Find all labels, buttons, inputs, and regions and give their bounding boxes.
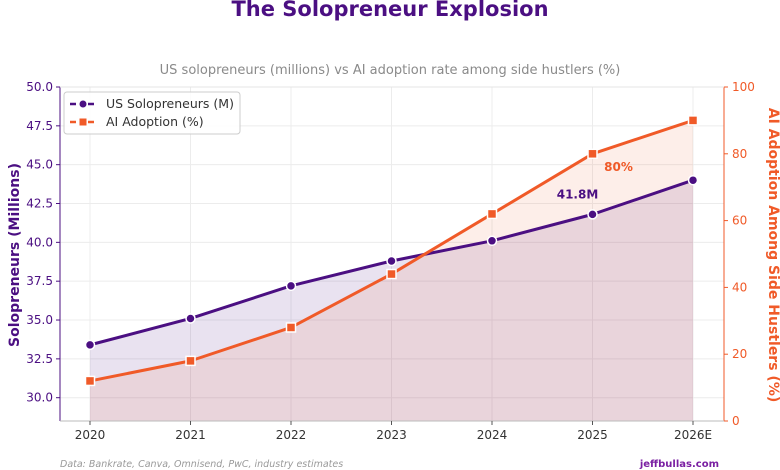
y-left-axis-title: Solopreneurs (Millions): [7, 163, 23, 347]
point-solopreneurs: [687, 174, 699, 186]
x-tick-label: 2021: [175, 428, 206, 442]
point-ai-adoption: [587, 148, 598, 160]
y-right-ticks: 0 20 40 60 80 100: [724, 80, 755, 428]
chart-subtitle: US solopreneurs (millions) vs AI adoptio…: [160, 63, 621, 78]
point-solopreneurs: [185, 313, 196, 324]
y-right-tick-label: 20: [732, 347, 747, 361]
area-fills: [90, 120, 693, 422]
area-fill-solopreneurs: [90, 180, 693, 421]
legend-label-ai-adoption: AI Adoption (%): [106, 114, 204, 129]
point-ai-adoption: [687, 115, 699, 126]
annotations: 41.8M 80%: [557, 160, 633, 202]
legend-label-solopreneurs: US Solopreneurs (M): [106, 96, 234, 111]
area-fill-ai-adoption: [90, 120, 693, 422]
point-ai-adoption: [386, 268, 397, 280]
point-solopreneurs: [486, 235, 498, 247]
x-tick-label: 2023: [376, 428, 407, 442]
y-left-tick-label: 35.0: [26, 313, 53, 327]
grid-lines: [60, 86, 724, 421]
point-ai-adoption: [185, 355, 196, 367]
y-left-tick-label: 50.0: [26, 80, 53, 94]
x-tick-label: 2022: [276, 428, 307, 442]
legend-marker-ai-adoption: [78, 117, 88, 127]
y-left-tick-label: 47.5: [26, 119, 53, 133]
y-left-tick-label: 37.5: [26, 274, 53, 288]
series-markers: [84, 115, 699, 387]
y-left-tick-label: 42.5: [26, 197, 53, 211]
legend-box: [63, 91, 241, 135]
point-ai-adoption: [285, 322, 297, 333]
y-left-tick-label: 40.0: [26, 235, 53, 249]
footer-source: Data: Bankrate, Canva, Omnisend, PwC, in…: [60, 459, 343, 470]
point-solopreneurs: [84, 339, 96, 351]
y-left-tick-label: 30.0: [26, 391, 53, 405]
x-axis-ticks: 2020 2021 2022 2023 2024 2025 2026E: [75, 421, 712, 442]
y-right-tick-label: 100: [732, 80, 755, 94]
x-tick-label: 2020: [75, 428, 106, 442]
x-tick-label: 2025: [577, 428, 608, 442]
point-ai-adoption: [486, 208, 498, 220]
chart-title: The Solopreneur Explosion: [231, 0, 548, 21]
y-left-tick-label: 45.0: [26, 158, 53, 172]
y-left-tick-label: 32.5: [26, 352, 53, 366]
footer-brand: jeffbullas.com: [639, 459, 719, 470]
y-right-axis-title: AI Adoption Among Side Hustlers (%): [765, 108, 780, 402]
y-right-tick-label: 80: [732, 147, 747, 161]
y-left-ticks: 30.0 32.5 35.0 37.5 40.0 42.5 45.0 47.5 50.0: [26, 80, 60, 405]
legend: US Solopreneurs (M) AI Adoption (%): [63, 91, 241, 135]
point-ai-adoption: [84, 375, 96, 387]
point-solopreneurs: [386, 255, 397, 267]
y-right-tick-label: 40: [732, 280, 747, 294]
annotation-solopreneurs-2025: 41.8M: [557, 187, 599, 201]
x-tick-label: 2026E: [674, 428, 712, 442]
x-tick-label: 2024: [477, 428, 508, 442]
legend-marker-solopreneurs: [78, 99, 88, 109]
point-solopreneurs: [587, 209, 598, 220]
point-solopreneurs: [285, 280, 297, 292]
y-right-tick-label: 60: [732, 214, 747, 228]
annotation-ai-adoption-2025: 80%: [604, 160, 633, 174]
y-right-tick-label: 0: [732, 414, 740, 428]
